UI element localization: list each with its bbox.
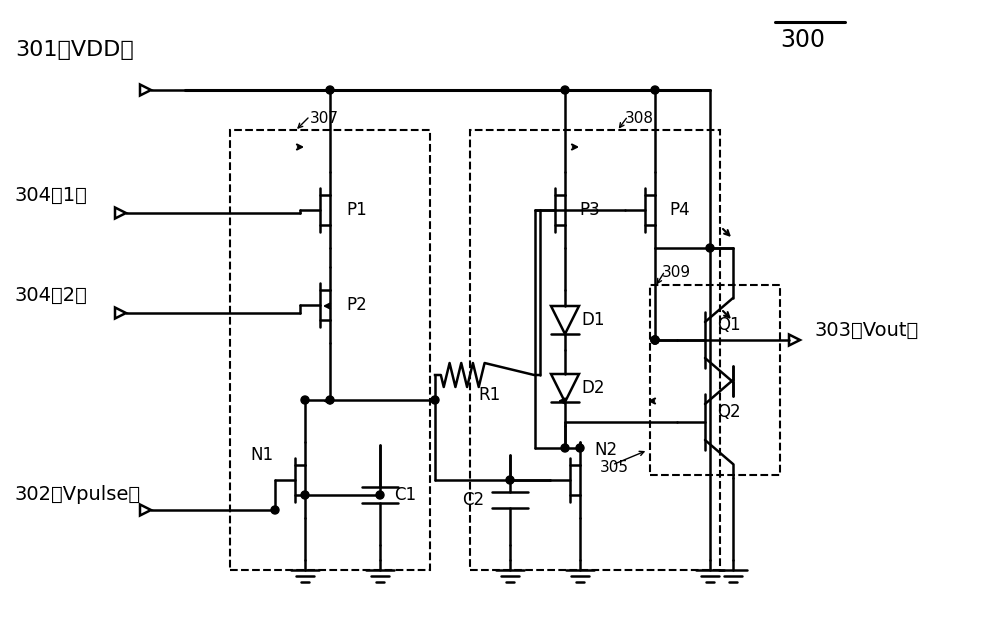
Circle shape [326,396,334,404]
Text: 309: 309 [662,264,691,280]
Text: Q2: Q2 [717,403,741,421]
Bar [470,130,720,570]
Bar [230,130,430,570]
Circle shape [651,336,659,344]
Circle shape [301,491,309,499]
Text: 305: 305 [600,461,629,475]
Text: 303（Vout）: 303（Vout） [815,321,919,339]
Circle shape [706,244,714,252]
Text: 300: 300 [780,28,825,52]
Text: 307: 307 [310,111,339,126]
Text: D1: D1 [581,311,604,329]
Text: P3: P3 [579,201,600,219]
Text: C1: C1 [394,486,416,504]
Text: 304（2）: 304（2） [15,285,88,305]
Text: D2: D2 [581,379,604,397]
Circle shape [576,444,584,452]
Text: C2: C2 [462,491,484,509]
Circle shape [651,86,659,94]
Text: N2: N2 [594,441,617,459]
Circle shape [561,86,569,94]
Circle shape [651,336,659,344]
Circle shape [301,396,309,404]
Circle shape [376,491,384,499]
Text: N1: N1 [250,446,273,464]
Circle shape [651,336,659,344]
Text: P2: P2 [346,296,367,314]
Text: 301（VDD）: 301（VDD） [15,40,134,60]
Circle shape [326,86,334,94]
Text: Q1: Q1 [717,316,741,334]
Bar [650,285,780,475]
Circle shape [431,396,439,404]
Text: P1: P1 [346,201,367,219]
Circle shape [561,444,569,452]
Text: P4: P4 [669,201,690,219]
Text: R1: R1 [478,386,500,404]
Circle shape [506,476,514,484]
Text: 308: 308 [625,111,654,126]
Circle shape [271,506,279,514]
Text: 304（1）: 304（1） [15,186,88,204]
Text: 302（Vpulse）: 302（Vpulse） [15,485,141,504]
